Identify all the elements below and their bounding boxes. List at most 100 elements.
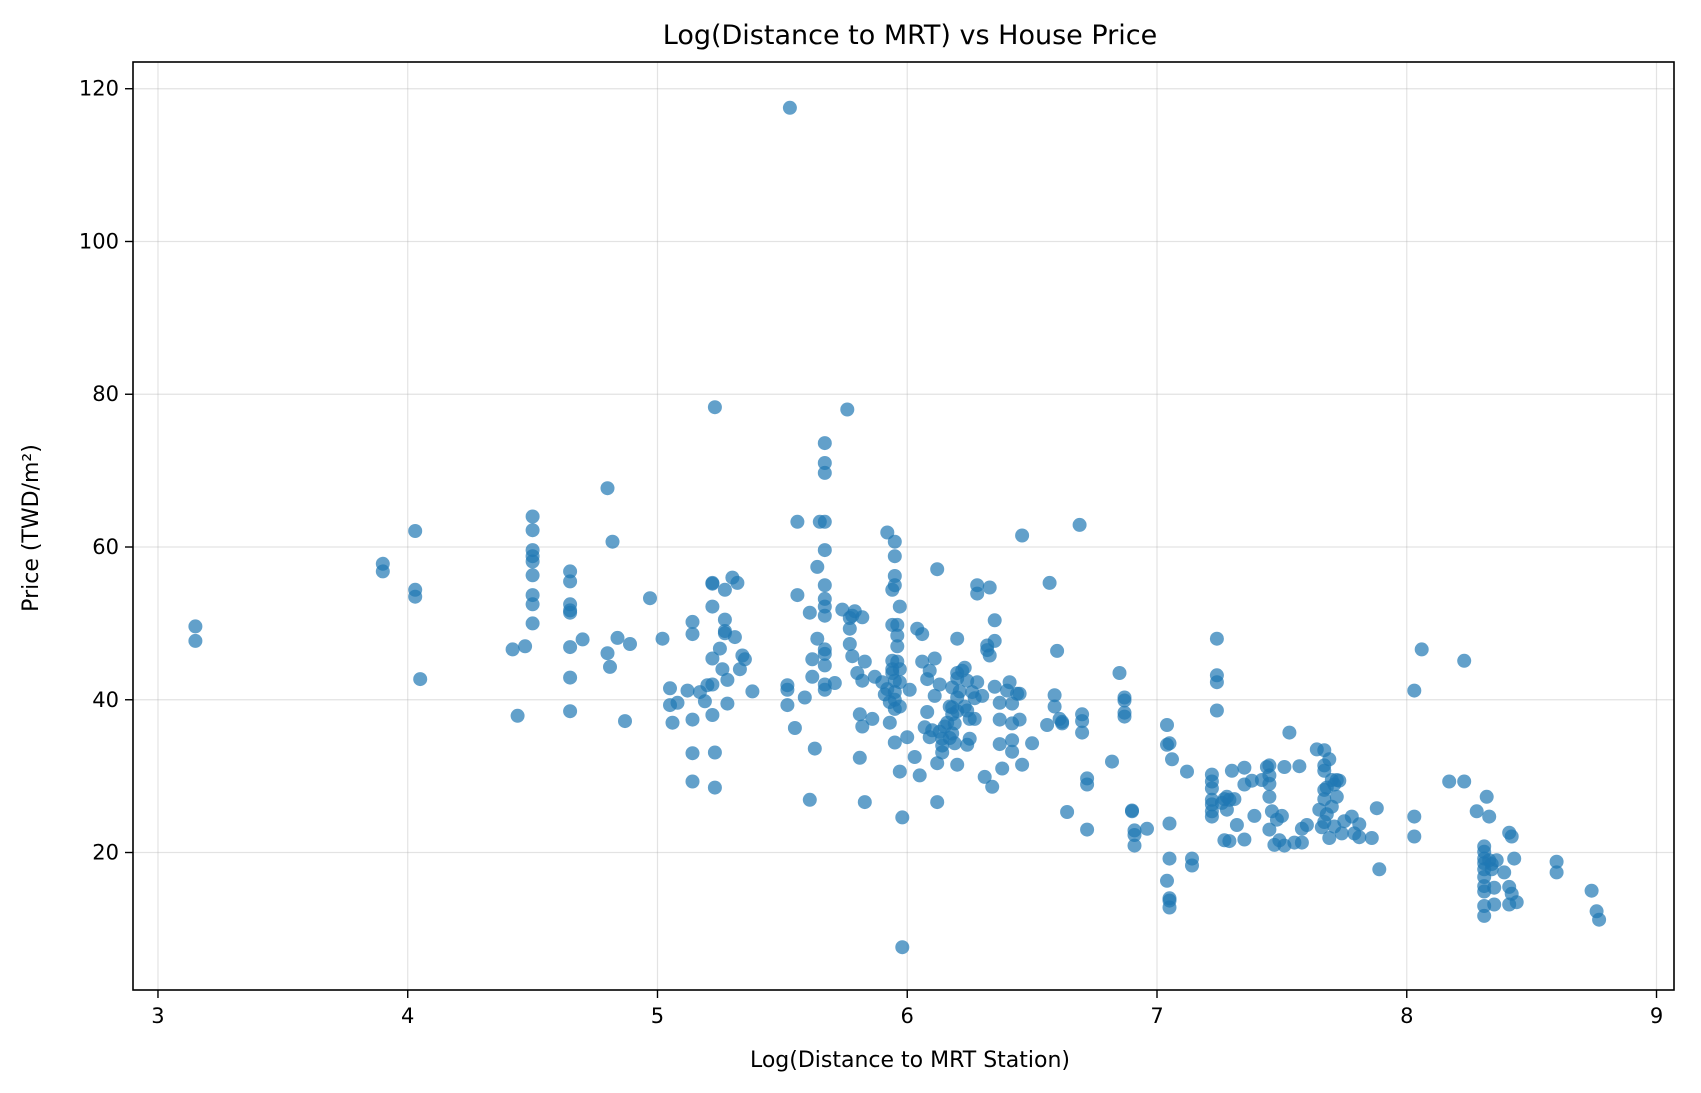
data-point (992, 737, 1007, 752)
data-point (717, 612, 732, 627)
data-point (1072, 517, 1087, 532)
data-point (408, 524, 423, 538)
data-point (842, 621, 857, 636)
data-point (525, 597, 540, 612)
y-tick-label: 20 (92, 841, 119, 865)
data-point (1229, 818, 1244, 832)
data-point (563, 574, 578, 589)
data-point (895, 810, 910, 825)
data-point (915, 627, 930, 642)
data-point (927, 688, 942, 703)
y-tick-label: 100 (79, 229, 119, 253)
chart-title: Log(Distance to MRT) vs House Price (663, 20, 1157, 51)
data-point (1322, 831, 1337, 845)
data-point (1080, 822, 1095, 837)
data-point (827, 676, 842, 690)
data-point (780, 682, 795, 697)
data-point (1507, 851, 1522, 866)
x-axis-label: Log(Distance to MRT Station) (750, 1048, 1070, 1073)
data-point (705, 677, 720, 692)
data-point (1482, 809, 1497, 824)
data-point (707, 780, 722, 795)
data-point (525, 616, 540, 631)
data-point (892, 599, 907, 614)
data-point (887, 578, 902, 593)
x-tick-label: 3 (151, 1004, 164, 1028)
data-point (1080, 777, 1095, 792)
data-point (563, 605, 578, 620)
data-point (525, 568, 540, 583)
data-point (805, 652, 820, 667)
data-point (892, 662, 907, 677)
data-point (705, 708, 720, 722)
data-point (643, 591, 657, 606)
data-point (720, 696, 735, 711)
data-point (623, 637, 637, 651)
data-point (787, 721, 802, 735)
data-point (920, 705, 935, 719)
data-point (563, 640, 578, 655)
data-point (1487, 897, 1502, 912)
x-tick-label: 5 (651, 1004, 664, 1028)
data-point (975, 688, 990, 703)
data-point (780, 698, 795, 713)
y-tick-label: 120 (79, 77, 119, 101)
data-point (1277, 760, 1292, 774)
data-point (563, 704, 578, 719)
data-point (932, 677, 947, 692)
data-point (1025, 736, 1040, 751)
data-point (967, 711, 982, 726)
data-point (865, 711, 880, 726)
data-point (805, 669, 820, 684)
data-point (1509, 895, 1524, 910)
data-point (947, 716, 962, 731)
data-point (1457, 774, 1472, 789)
data-point (605, 534, 620, 549)
data-point (1162, 736, 1177, 751)
data-point (1479, 789, 1494, 804)
data-point (947, 736, 962, 751)
data-point (797, 690, 812, 705)
data-point (817, 608, 832, 623)
data-point (845, 649, 860, 664)
data-point (525, 523, 540, 538)
data-point (807, 741, 822, 756)
data-point (715, 662, 730, 677)
data-point (1262, 822, 1277, 837)
data-point (1247, 808, 1262, 823)
data-point (817, 436, 832, 451)
data-point (1584, 883, 1599, 898)
data-point (1262, 789, 1277, 804)
data-point (992, 695, 1007, 710)
data-point (188, 633, 203, 648)
data-point (852, 707, 867, 722)
data-point (1322, 752, 1337, 767)
data-point (1364, 831, 1379, 845)
x-tick-label: 7 (1150, 1004, 1163, 1028)
data-point (887, 735, 902, 750)
data-point (892, 764, 907, 779)
data-point (962, 731, 977, 746)
data-point (930, 562, 945, 577)
data-point (887, 549, 902, 564)
data-point (1407, 829, 1422, 844)
data-point (1075, 725, 1090, 740)
data-point (790, 588, 805, 603)
data-point (1015, 528, 1030, 543)
data-point (1457, 653, 1472, 668)
data-point (1140, 821, 1154, 836)
data-point (900, 730, 915, 745)
data-point (927, 651, 942, 666)
data-point (1127, 838, 1142, 853)
data-point (730, 575, 745, 590)
data-point (1162, 851, 1177, 866)
data-point (1112, 666, 1127, 680)
data-point (1125, 804, 1139, 819)
data-point (855, 719, 870, 734)
data-point (685, 712, 700, 727)
data-point (987, 613, 1002, 628)
data-point (890, 617, 905, 632)
data-point (697, 694, 712, 709)
data-point (525, 554, 540, 569)
grid (133, 62, 1674, 990)
